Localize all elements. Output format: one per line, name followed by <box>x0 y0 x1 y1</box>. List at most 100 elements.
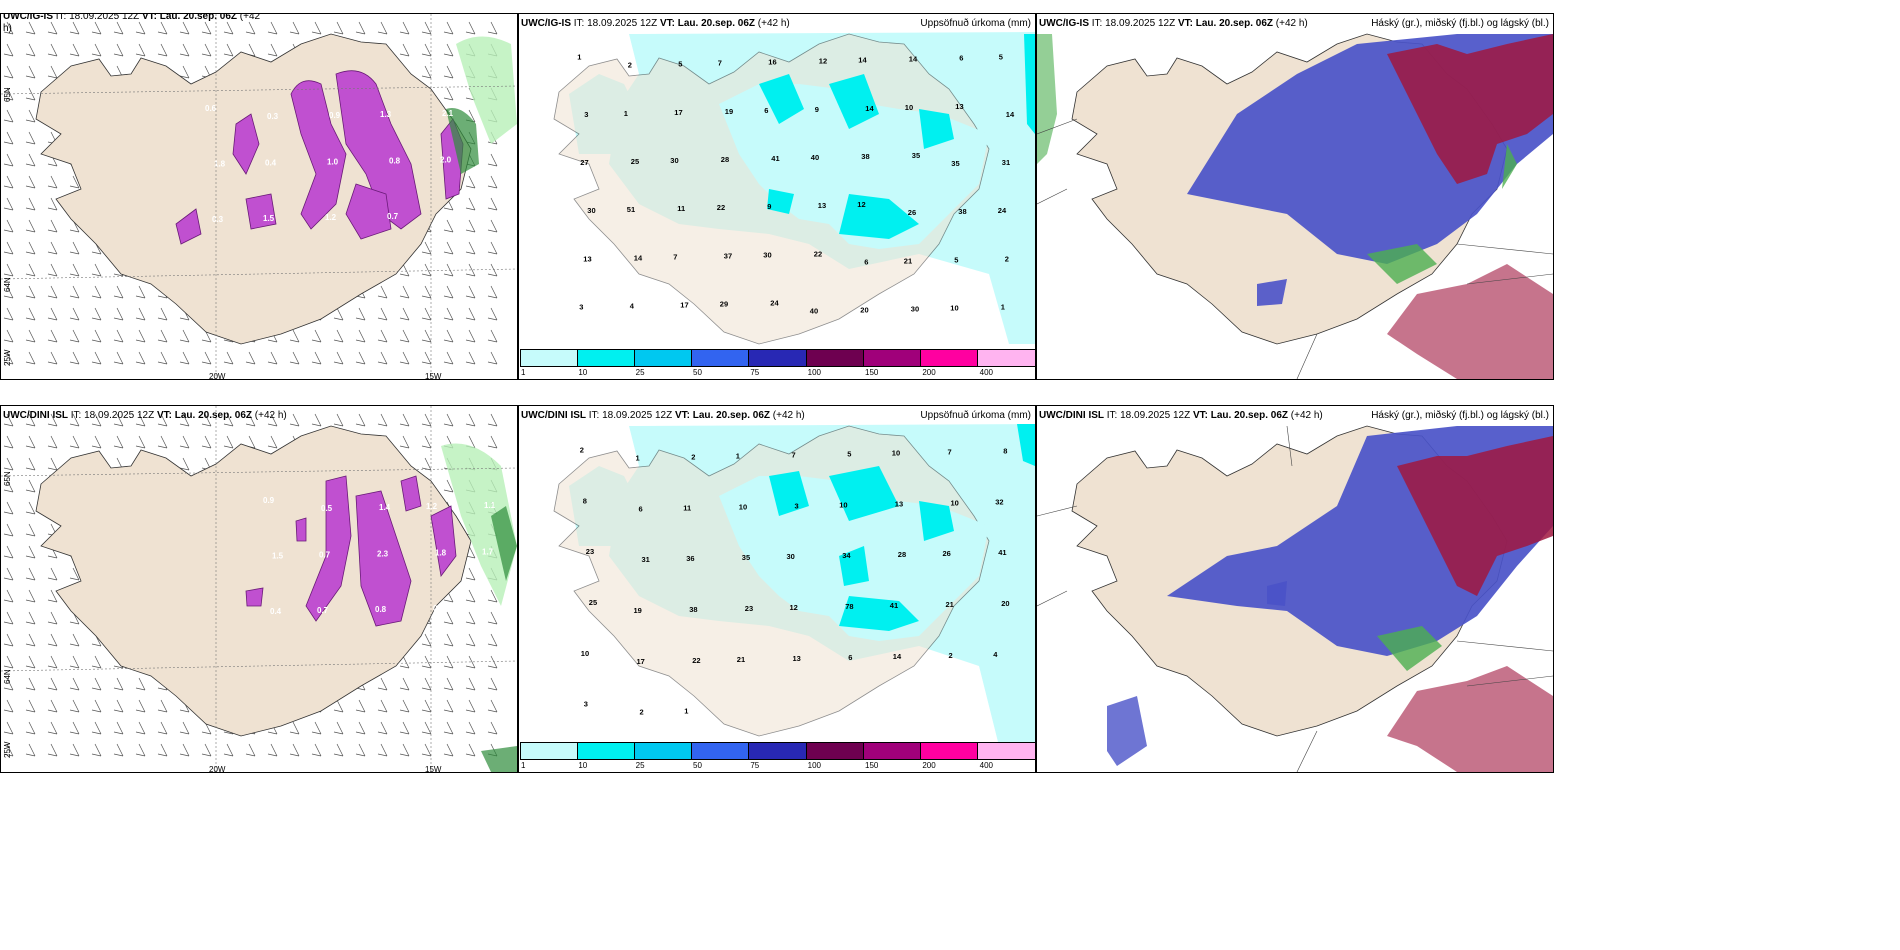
colorbar-segment <box>806 350 864 366</box>
map-value-label: 9 <box>767 202 771 211</box>
wind-barb <box>3 545 14 559</box>
map-value-label: 3 <box>579 302 583 311</box>
map-value-label: 0.3 <box>267 112 279 121</box>
wind-barb <box>69 721 80 735</box>
wind-barb <box>47 633 58 647</box>
wind-barb <box>487 307 498 321</box>
map-value-label: 19 <box>634 606 642 615</box>
wind-barb <box>179 65 190 79</box>
wind-barb <box>267 435 278 449</box>
wind-barb <box>443 743 454 757</box>
wind-barb <box>443 241 454 255</box>
wind-barb <box>135 699 146 713</box>
wind-barb <box>69 435 80 449</box>
wind-barb <box>399 263 410 277</box>
wind-barb <box>487 21 498 35</box>
lat-label-25w: 25W <box>3 741 12 758</box>
map-value-label: 1.0 <box>327 158 339 167</box>
wind-barb <box>267 43 278 57</box>
snow-map: 0.9 0.5 1.4 1.2 1.1 1.5 0.7 2.3 1.8 1.7 0.4 0.7 0.8 0… <box>1 406 517 772</box>
wind-barb <box>25 21 36 35</box>
wind-barb <box>47 43 58 57</box>
map-value-label: 1.2 <box>426 502 438 511</box>
map-value-label: 9 <box>815 105 819 114</box>
colorbar-segment <box>521 350 579 366</box>
wind-barb <box>69 699 80 713</box>
wind-barb <box>465 413 476 427</box>
wind-barb <box>487 589 498 603</box>
wind-barb <box>333 329 344 343</box>
wind-barb <box>47 435 58 449</box>
wind-barb <box>377 743 388 757</box>
wind-barb <box>47 611 58 625</box>
snow-areas <box>245 475 457 627</box>
wind-barb <box>487 219 498 233</box>
map-value-label: 13 <box>793 654 801 663</box>
wind-barb <box>113 307 124 321</box>
colorbar-label: 150 <box>865 368 879 377</box>
wind-barb <box>113 351 124 365</box>
precip-colorbar <box>520 349 1035 367</box>
wind-barb <box>47 285 58 299</box>
wind-barb <box>487 241 498 255</box>
colorbar-segment <box>749 350 807 366</box>
map-value-label: 0.6 <box>205 104 217 113</box>
wind-barb <box>487 197 498 211</box>
wind-barb <box>355 351 366 365</box>
wind-barb <box>443 219 454 233</box>
wind-barb <box>3 65 14 79</box>
wind-barb <box>47 175 58 189</box>
wind-barb <box>3 307 14 321</box>
wind-barb <box>377 677 388 691</box>
map-value-label: 14 <box>1006 110 1015 119</box>
colorbar-label: 50 <box>693 368 702 377</box>
wind-barb <box>311 21 322 35</box>
wind-barb <box>135 743 146 757</box>
wind-barb <box>201 21 212 35</box>
wind-barb <box>289 21 300 35</box>
map-value-label: 26 <box>943 549 951 558</box>
wind-barb <box>487 677 498 691</box>
wind-barb <box>399 351 410 365</box>
map-value-label: 6 <box>864 257 868 266</box>
colorbar-label: 150 <box>865 761 879 770</box>
wind-barb <box>399 43 410 57</box>
wind-barb <box>113 677 124 691</box>
map-value-label: 8 <box>1003 446 1007 455</box>
wind-barb <box>69 655 80 669</box>
map-value-label: 14 <box>865 104 874 113</box>
map-value-label: 2 <box>628 61 632 70</box>
wind-barb <box>3 21 14 35</box>
wind-barb <box>201 435 212 449</box>
wind-barb <box>311 721 322 735</box>
wind-barb <box>3 153 14 167</box>
wind-barb <box>399 655 410 669</box>
wind-barb <box>91 743 102 757</box>
wind-barb <box>91 655 102 669</box>
wind-barb <box>135 285 146 299</box>
panel-field-title: Háský (gr.), miðský (fj.bl.) og lágský (… <box>1371 410 1549 421</box>
wind-barb <box>25 87 36 101</box>
wind-barb <box>465 263 476 277</box>
colorbar-segment <box>578 350 636 366</box>
wind-barb <box>355 21 366 35</box>
wind-barb <box>399 699 410 713</box>
map-value-label: 21 <box>737 655 745 664</box>
wind-barb <box>3 219 14 233</box>
wind-barb <box>3 197 14 211</box>
map-value-label: 14 <box>909 55 918 64</box>
map-value-label: 7 <box>673 252 677 261</box>
wind-barb <box>465 285 476 299</box>
wind-barb <box>69 351 80 365</box>
map-value-label: 26 <box>908 208 916 217</box>
map-value-label: 1.8 <box>435 549 447 558</box>
wind-barb <box>289 413 300 427</box>
wind-barb <box>25 109 36 123</box>
wind-barb <box>333 743 344 757</box>
wind-barb <box>311 413 322 427</box>
wind-barb <box>25 43 36 57</box>
wind-barb <box>399 413 410 427</box>
map-value-label: 1 <box>577 53 581 62</box>
colorbar-segment <box>920 350 978 366</box>
map-value-label: 12 <box>857 200 865 209</box>
